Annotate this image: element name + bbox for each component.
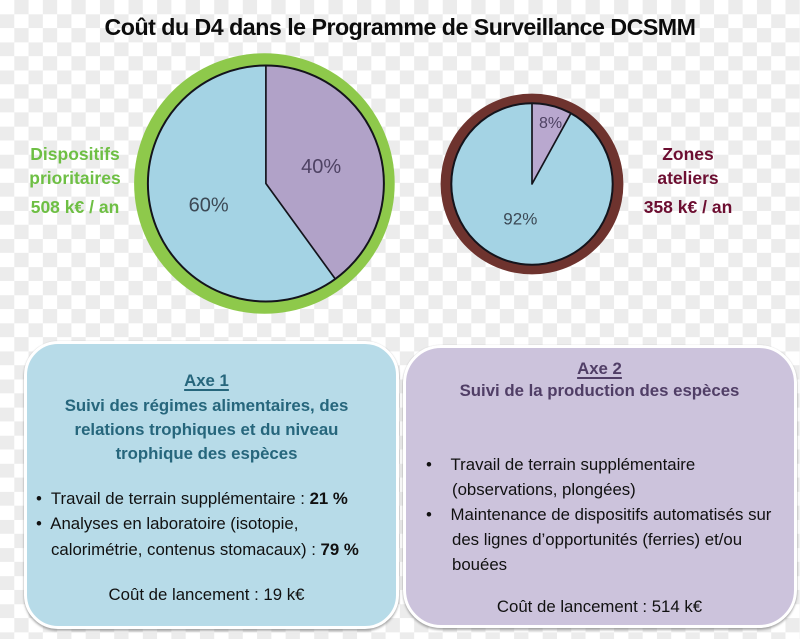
svg-text:92%: 92% [503,210,537,229]
svg-text:40%: 40% [301,156,341,178]
svg-text:8%: 8% [539,115,562,132]
svg-text:60%: 60% [189,194,229,216]
